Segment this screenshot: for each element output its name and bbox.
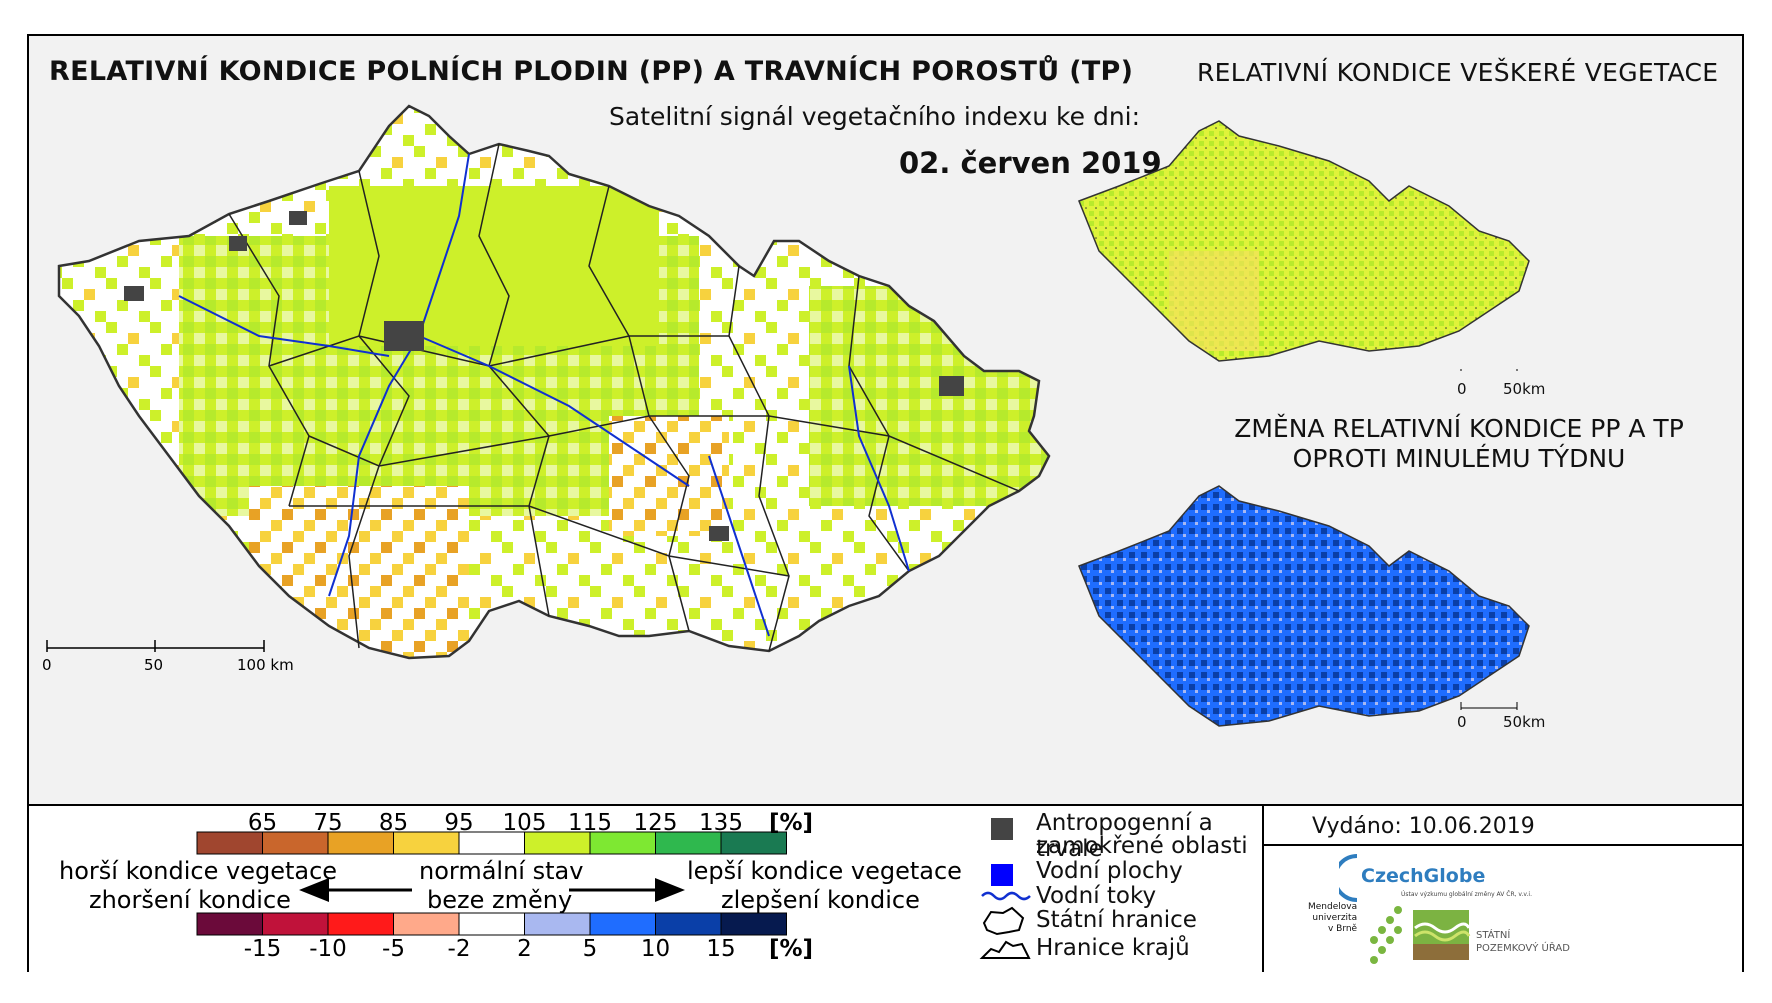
condition-tick-label: 105 bbox=[503, 810, 547, 836]
change-tick-label: 10 bbox=[641, 936, 670, 962]
legend-water-bodies: Vodní plochy bbox=[1036, 858, 1183, 884]
change-swatch bbox=[196, 912, 263, 936]
condition-tick-label: 125 bbox=[634, 810, 678, 836]
change-swatch bbox=[524, 912, 591, 936]
condition-tick-label: 65 bbox=[248, 810, 277, 836]
condition-tick-label: 115 bbox=[568, 810, 612, 836]
change-tick-label: -10 bbox=[309, 936, 347, 962]
small-top-scale-bar bbox=[1460, 369, 1518, 371]
condition-change-map bbox=[1078, 485, 1530, 727]
change-swatch bbox=[589, 912, 656, 936]
condition-tick-label: 85 bbox=[379, 810, 408, 836]
czechglobe-text: CzechGlobe bbox=[1361, 865, 1485, 887]
change-tick-label: 2 bbox=[517, 936, 532, 962]
urban-areas bbox=[124, 211, 964, 541]
legend-anthro-1: Antropogenní a trvale bbox=[1036, 810, 1213, 862]
issued-logos-box: Vydáno: 10.06.2019 CzechGlobe Ústav výzk… bbox=[1262, 806, 1744, 972]
state-border bbox=[57, 104, 1051, 660]
right-change-title-line2: OPROTI MINULÉMU TÝDNU bbox=[1292, 444, 1626, 473]
scale-top-50: 50km bbox=[1503, 380, 1546, 398]
change-swatch bbox=[262, 912, 329, 936]
spu-logo-icon bbox=[1413, 910, 1471, 960]
map-frame: RELATIVNÍ KONDICE POLNÍCH PLODIN (PP) A … bbox=[27, 34, 1744, 972]
right-change-title-line1: ZMĚNA RELATIVNÍ KONDICE PP A TP bbox=[1234, 414, 1684, 443]
right-change-title: ZMĚNA RELATIVNÍ KONDICE PP A TP OPROTI M… bbox=[1219, 414, 1699, 474]
mendel-line2: univerzita bbox=[1312, 913, 1358, 923]
blue-wave-line-icon bbox=[981, 891, 1031, 901]
change-tick-label: -15 bbox=[244, 936, 282, 962]
condition-tick-label: 95 bbox=[444, 810, 473, 836]
rivers bbox=[178, 153, 910, 637]
issued-date: Vydáno: 10.06.2019 bbox=[1312, 814, 1535, 839]
legend-region-border: Hranice krajů bbox=[1036, 935, 1190, 961]
worse-label-2: zhoršení kondice bbox=[89, 886, 291, 914]
border-outline-icon bbox=[982, 906, 1025, 936]
change-swatch bbox=[655, 912, 722, 936]
main-condition-map: 0 50 100 km bbox=[42, 104, 1051, 674]
color-legend: 65 75 85 95 105 115 125 135 [%] -15 -10 -5 -2 2 5 10 1… bbox=[59, 810, 962, 962]
mendel-line3: v Brně bbox=[1327, 924, 1358, 934]
change-swatch bbox=[458, 912, 525, 936]
change-tick-label: -5 bbox=[382, 936, 405, 962]
condition-tick-label: 135 bbox=[699, 810, 743, 836]
right-arrow-icon bbox=[569, 878, 685, 902]
condition-unit: [%] bbox=[769, 810, 813, 836]
change-unit: [%] bbox=[769, 936, 813, 962]
main-scale-bar: 0 50 100 km bbox=[42, 640, 294, 674]
change-tick-label: 15 bbox=[706, 936, 735, 962]
condition-color-bar bbox=[196, 831, 787, 855]
normal-label-2: beze změny bbox=[427, 886, 572, 914]
dark-gray-square-icon bbox=[991, 818, 1013, 840]
change-tick-label: -2 bbox=[448, 936, 471, 962]
spu-line2: POZEMKOVÝ ÚŘAD bbox=[1476, 943, 1570, 954]
change-swatch bbox=[720, 912, 787, 936]
spu-logo-text: STÁTNÍ POZEMKOVÝ ÚŘAD bbox=[1476, 929, 1570, 955]
legend-anthro-2: zamokřené oblasti bbox=[1036, 833, 1248, 859]
main-title: RELATIVNÍ KONDICE POLNÍCH PLODIN (PP) A … bbox=[49, 56, 1134, 87]
vegetation-condition-map bbox=[1078, 120, 1530, 371]
small-bottom-scale-bar bbox=[1460, 702, 1518, 710]
mendel-logo-text: Mendelova univerzita v Brně bbox=[1308, 902, 1357, 935]
scale-top-0: 0 bbox=[1457, 380, 1467, 398]
spu-line1: STÁTNÍ bbox=[1476, 930, 1511, 941]
legend-rivers: Vodní toky bbox=[1036, 883, 1157, 909]
worse-label-1: horší kondice vegetace bbox=[59, 857, 337, 885]
better-label-1: lepší kondice vegetace bbox=[687, 857, 962, 885]
change-tick-label: 5 bbox=[583, 936, 598, 962]
change-swatch bbox=[393, 912, 460, 936]
scale-main-0: 0 bbox=[42, 656, 52, 674]
condition-tick-label: 75 bbox=[313, 810, 342, 836]
subtitle: Satelitní signál vegetačního indexu ke d… bbox=[609, 102, 1141, 131]
condition-ticks: 65 75 85 95 105 115 125 135 bbox=[248, 810, 743, 836]
region-outline-icon bbox=[979, 940, 1031, 959]
condition-swatch bbox=[720, 831, 787, 855]
scale-main-50: 50 bbox=[144, 656, 163, 674]
czechglobe-subtext: Ústav výzkumu globální změny AV ČR, v.v.… bbox=[1401, 891, 1532, 898]
normal-label-1: normální stav bbox=[419, 857, 583, 885]
scale-bottom-0: 0 bbox=[1457, 713, 1467, 731]
right-top-title: RELATIVNÍ KONDICE VEŠKERÉ VEGETACE bbox=[1197, 58, 1719, 87]
change-color-bar bbox=[196, 912, 787, 936]
blue-square-icon bbox=[991, 864, 1013, 886]
mendel-line1: Mendelova bbox=[1308, 902, 1358, 912]
change-ticks: -15 -10 -5 -2 2 5 10 15 bbox=[244, 936, 736, 962]
date-label: 02. červen 2019 bbox=[899, 146, 1162, 180]
divider bbox=[1264, 844, 1744, 846]
map-area: RELATIVNÍ KONDICE POLNÍCH PLODIN (PP) A … bbox=[29, 36, 1742, 804]
legend-panel: 65 75 85 95 105 115 125 135 [%] -15 -10 -5 -2 2 5 10 1… bbox=[29, 804, 1744, 972]
czechglobe-logo: CzechGlobe Ústav výzkumu globální změny … bbox=[1339, 854, 1532, 902]
symbol-legend: Antropogenní a trvale zamokřené oblasti … bbox=[979, 808, 1249, 968]
mendel-dots-logo-icon bbox=[1370, 906, 1402, 964]
left-arrow-icon bbox=[299, 878, 412, 902]
better-label-2: zlepšení kondice bbox=[721, 886, 920, 914]
change-swatch bbox=[327, 912, 394, 936]
scale-bottom-50: 50km bbox=[1503, 713, 1546, 731]
scale-main-100: 100 km bbox=[237, 656, 294, 674]
legend-state-border: Státní hranice bbox=[1036, 907, 1197, 933]
